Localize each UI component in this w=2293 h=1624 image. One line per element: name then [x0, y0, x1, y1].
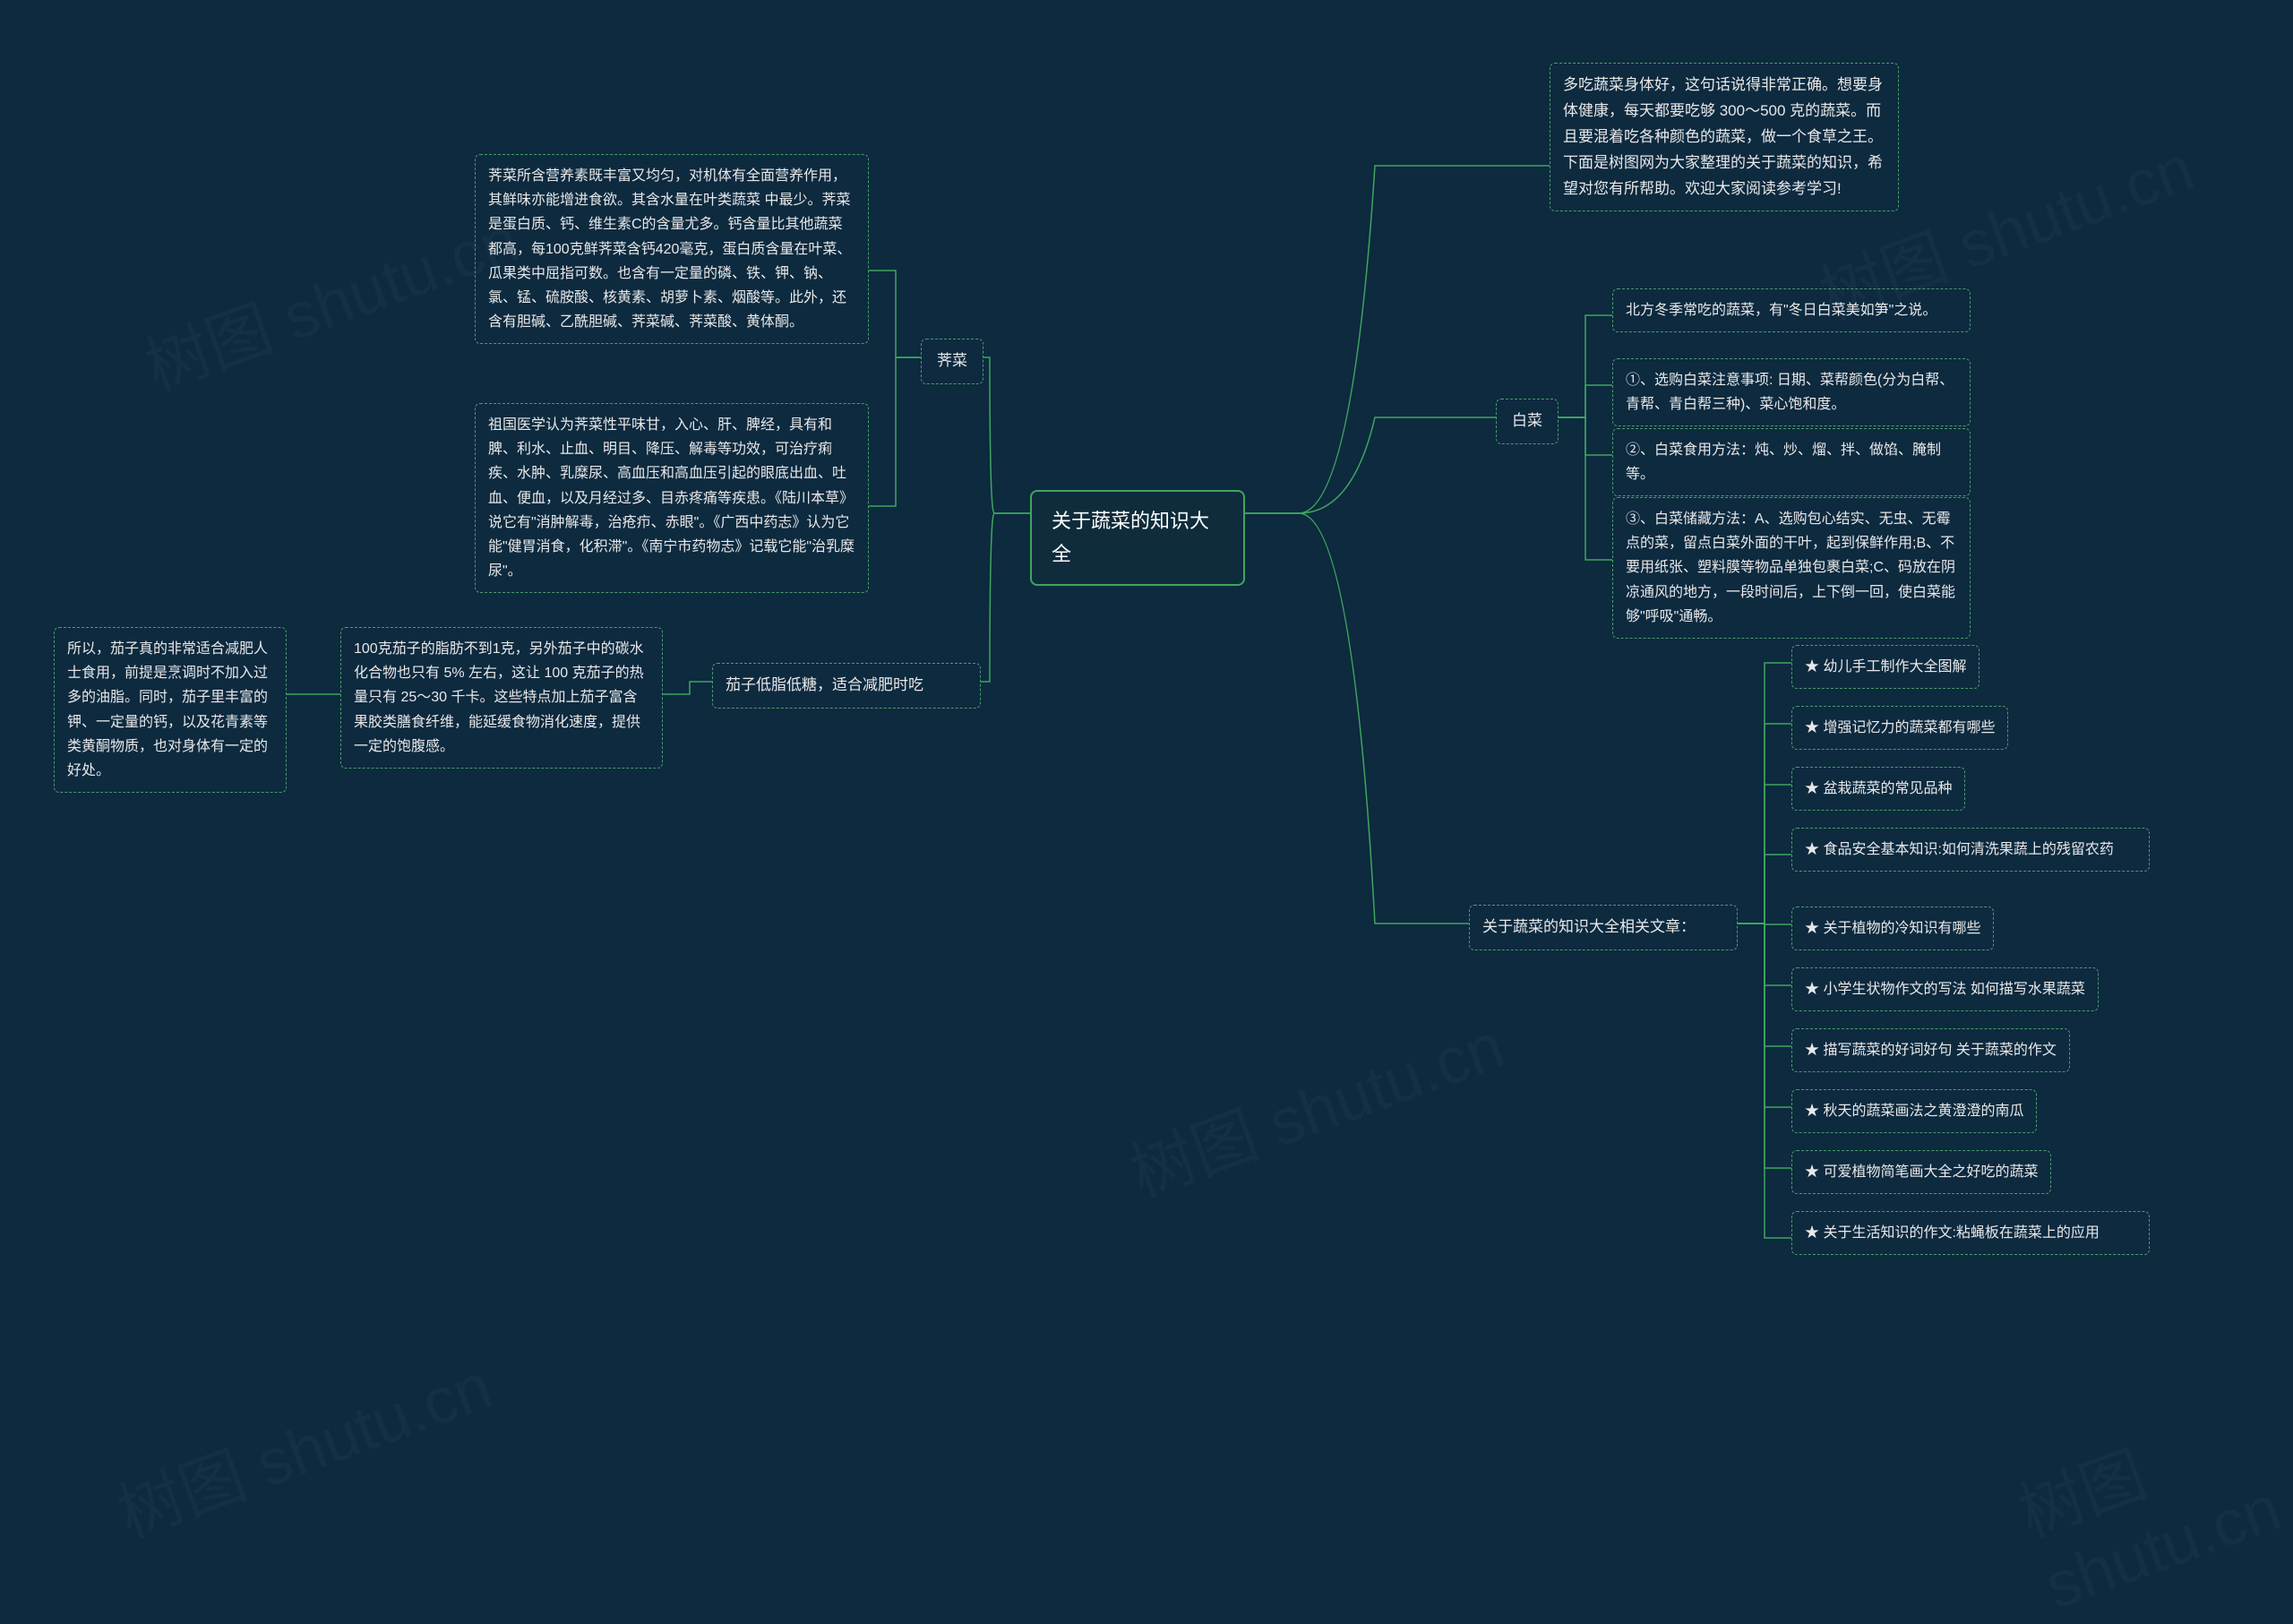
article-item-3: ★ 食品安全基本知识:如何清洗果蔬上的残留农药 — [1791, 828, 2150, 872]
article-item-8: ★ 可爱植物简笔画大全之好吃的蔬菜 — [1791, 1150, 2051, 1194]
intro-text: 多吃蔬菜身体好，这句话说得非常正确。想要身体健康，每天都要吃够 300～500 … — [1563, 76, 1883, 197]
qiezi-item-0: 100克茄子的脂肪不到1克，另外茄子中的碳水化合物也只有 5% 左右，这让 10… — [340, 627, 663, 769]
baicai-item-3: ③、白菜储藏方法：A、选购包心结实、无虫、无霉点的菜，留点白菜外面的干叶，起到保… — [1612, 497, 1971, 639]
article-item-1: ★ 增强记忆力的蔬菜都有哪些 — [1791, 706, 2008, 750]
article-item-4: ★ 关于植物的冷知识有哪些 — [1791, 907, 1994, 950]
qiezi-title: 茄子低脂低糖，适合减肥时吃 — [726, 676, 923, 693]
intro-node: 多吃蔬菜身体好，这句话说得非常正确。想要身体健康，每天都要吃够 300～500 … — [1550, 63, 1899, 211]
watermark-4: 树图 shutu.cn — [2004, 1374, 2293, 1623]
baicai-title: 白菜 — [1512, 412, 1542, 429]
jicai-title-node: 荠菜 — [921, 339, 983, 384]
article-item-2: ★ 盆栽蔬菜的常见品种 — [1791, 767, 1965, 811]
baicai-item-2: ②、白菜食用方法：炖、炒、熘、拌、做馅、腌制等。 — [1612, 428, 1971, 496]
articles-title: 关于蔬菜的知识大全相关文章： — [1482, 918, 1696, 935]
jicai-title: 荠菜 — [937, 352, 967, 369]
article-item-9: ★ 关于生活知识的作文:粘蝇板在蔬菜上的应用 — [1791, 1211, 2150, 1255]
qiezi-item-1: 所以，茄子真的非常适合减肥人士食用，前提是烹调时不加入过多的油脂。同时，茄子里丰… — [54, 627, 287, 793]
jicai-item-1: 祖国医学认为荠菜性平味甘，入心、肝、脾经，具有和脾、利水、止血、明目、降压、解毒… — [475, 403, 869, 593]
baicai-item-0: 北方冬季常吃的蔬菜，有"冬日白菜美如笋"之说。 — [1612, 288, 1971, 332]
qiezi-title-node: 茄子低脂低糖，适合减肥时吃 — [712, 663, 981, 709]
article-item-7: ★ 秋天的蔬菜画法之黄澄澄的南瓜 — [1791, 1089, 2037, 1133]
baicai-item-1: ①、选购白菜注意事项: 日期、菜帮颜色(分为白帮、青帮、青白帮三种)、菜心饱和度… — [1612, 358, 1971, 426]
watermark-0: 树图 shutu.cn — [130, 187, 529, 409]
article-item-6: ★ 描写蔬菜的好词好句 关于蔬菜的作文 — [1791, 1028, 2070, 1072]
root-label: 关于蔬菜的知识大全 — [1052, 510, 1209, 565]
watermark-2: 树图 shutu.cn — [103, 1334, 502, 1556]
watermark-1: 树图 shutu.cn — [1115, 993, 1515, 1216]
article-item-0: ★ 幼儿手工制作大全图解 — [1791, 645, 1980, 689]
baicai-title-node: 白菜 — [1496, 399, 1559, 444]
articles-title-node: 关于蔬菜的知识大全相关文章： — [1469, 905, 1738, 950]
jicai-item-0: 荠菜所含营养素既丰富又均匀，对机体有全面营养作用，其鲜味亦能增进食欲。其含水量在… — [475, 154, 869, 344]
root-node: 关于蔬菜的知识大全 — [1030, 490, 1245, 586]
article-item-5: ★ 小学生状物作文的写法 如何描写水果蔬菜 — [1791, 967, 2099, 1011]
